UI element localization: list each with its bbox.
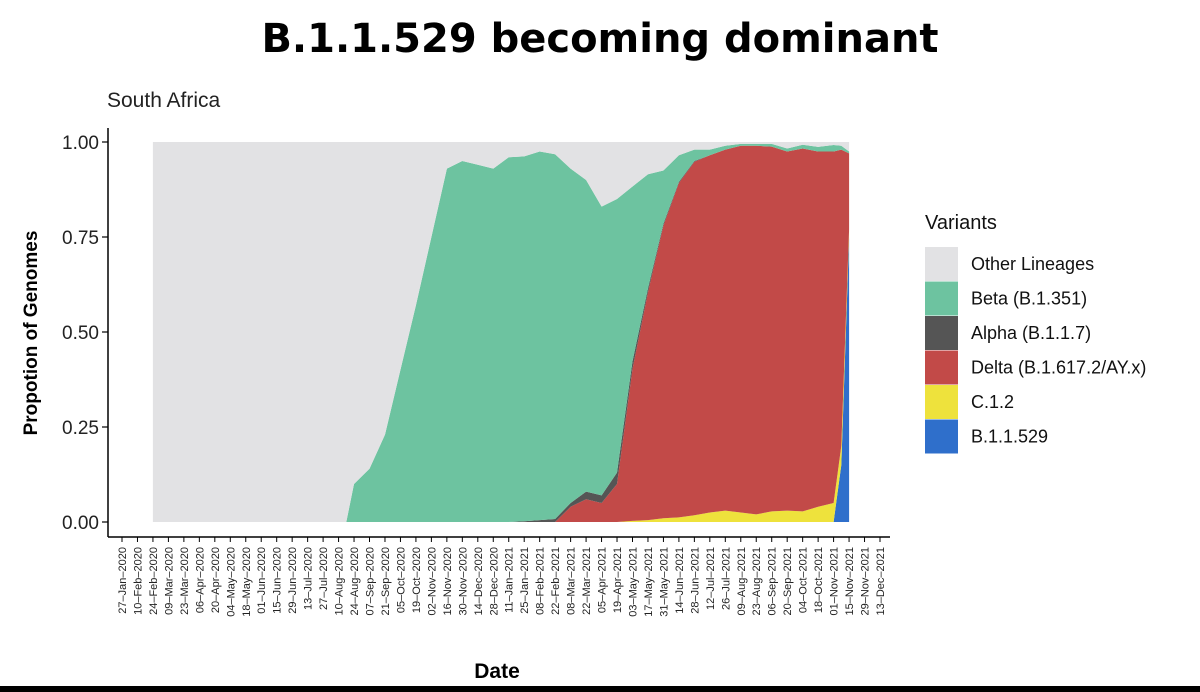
x-tick-label: 13–Jul–2020 — [303, 547, 315, 610]
area-beta-b-1-351 — [152, 143, 850, 522]
x-tick-label: 27–Jul–2020 — [318, 547, 330, 610]
area-layers — [152, 142, 850, 523]
legend-swatch-alpha-b-1-1-7 — [925, 316, 958, 350]
x-tick-label: 28–Dec–2020 — [488, 547, 500, 616]
x-tick-label: 29–Nov–2021 — [860, 547, 872, 616]
y-tick-label: 0.00 — [62, 513, 99, 534]
x-tick-label: 20–Sep–2021 — [782, 547, 794, 616]
x-tick-label: 27–Jan–2020 — [117, 547, 129, 614]
x-tick-label: 10–Feb–2020 — [133, 547, 145, 615]
x-tick-label: 11–Jan–2021 — [504, 547, 516, 613]
legend-label-delta-b-1-617-2-ay-x: Delta (B.1.617.2/AY.x) — [971, 358, 1146, 378]
x-tick-label: 01–Nov–2021 — [829, 547, 841, 616]
x-tick-label: 04–Oct–2021 — [798, 547, 810, 613]
x-tick-label: 22–Feb–2021 — [550, 547, 562, 615]
x-tick-label: 15–Nov–2021 — [844, 547, 856, 616]
x-tick-label: 07–Sep–2020 — [365, 547, 377, 616]
x-tick-label: 21–Sep–2020 — [380, 547, 392, 616]
x-tick-label: 15–Jun–2020 — [272, 547, 284, 614]
legend-label-alpha-b-1-1-7: Alpha (B.1.1.7) — [971, 323, 1091, 343]
bottom-rule — [0, 686, 1200, 692]
x-tick-label: 13–Dec–2021 — [875, 547, 887, 616]
x-tick-label: 16–Nov–2020 — [442, 547, 454, 616]
chart-subtitle: South Africa — [107, 89, 221, 112]
legend-title: Variants — [925, 212, 997, 234]
x-tick-label: 29–Jun–2020 — [287, 547, 299, 614]
legend-swatch-beta-b-1-351 — [925, 281, 958, 316]
x-tick-label: 14–Dec–2020 — [473, 547, 485, 616]
x-tick-label: 02–Nov–2020 — [426, 547, 438, 616]
x-tick-label: 31–May–2021 — [658, 547, 670, 617]
x-tick-label: 25–Jan–2021 — [519, 547, 531, 614]
y-axis-ticks: 0.00 0.25 0.50 0.75 1.00 — [62, 133, 108, 534]
x-tick-label: 24–Aug–2020 — [349, 547, 361, 616]
legend: Variants Other Lineages Beta (B.1.351) Alp… — [925, 212, 1146, 454]
x-axis-ticks: 27–Jan–2020 10–Feb–2020 24–Feb–2020 09–Mar–… — [117, 537, 887, 617]
area-other-lineages — [152, 142, 850, 522]
x-tick-label: 09–Mar–2020 — [163, 547, 175, 615]
x-tick-label: 30–Nov–2020 — [457, 547, 469, 616]
x-tick-label: 08–Mar–2021 — [566, 547, 578, 615]
x-tick-label: 04–May–2020 — [225, 547, 237, 617]
legend-swatch-other-lineages — [925, 247, 958, 281]
x-tick-label: 05–Oct–2020 — [395, 547, 407, 613]
x-tick-label: 23–Aug–2021 — [751, 547, 763, 616]
y-tick-label: 1.00 — [62, 133, 99, 154]
legend-swatch-b-1-1-529 — [925, 419, 958, 454]
y-tick-label: 0.50 — [62, 323, 99, 344]
legend-label-other-lineages: Other Lineages — [971, 254, 1094, 274]
x-tick-label: 19–Oct–2020 — [411, 547, 423, 613]
x-tick-label: 05–Apr–2021 — [597, 547, 609, 613]
x-tick-label: 09–Aug–2021 — [736, 547, 748, 616]
slide-title: B.1.1.529 becoming dominant — [261, 16, 939, 62]
x-tick-label: 12–Jul–2021 — [705, 547, 717, 610]
legend-label-b-1-1-529: B.1.1.529 — [971, 427, 1048, 447]
x-tick-label: 18–Oct–2021 — [813, 547, 825, 613]
legend-label-beta-b-1-351: Beta (B.1.351) — [971, 289, 1087, 309]
x-tick-label: 22–Mar–2021 — [581, 547, 593, 615]
legend-swatch-c-1-2 — [925, 385, 958, 419]
legend-label-c-1-2: C.1.2 — [971, 392, 1014, 412]
x-axis-label: Date — [474, 660, 520, 683]
y-axis-label: Propotion of Genomes — [21, 231, 42, 436]
x-tick-label: 20–Apr–2020 — [210, 547, 222, 613]
x-tick-label: 01–Jun–2020 — [256, 547, 268, 614]
x-tick-label: 28–Jun–2021 — [689, 547, 701, 614]
x-tick-label: 24–Feb–2020 — [148, 547, 160, 615]
x-tick-label: 03–May–2021 — [628, 547, 640, 617]
x-tick-label: 08–Feb–2021 — [535, 547, 547, 615]
y-tick-label: 0.25 — [62, 418, 99, 439]
x-tick-label: 17–May–2021 — [643, 547, 655, 617]
x-tick-label: 14–Jun–2021 — [674, 547, 686, 614]
x-tick-label: 06–Apr–2020 — [194, 547, 206, 613]
x-tick-label: 26–Jul–2021 — [720, 547, 732, 610]
x-tick-label: 18–May–2020 — [241, 547, 253, 617]
x-tick-label: 19–Apr–2021 — [612, 547, 624, 613]
area-delta-b-1-617-2-ay-x — [152, 145, 850, 523]
legend-swatch-delta-b-1-617-2-ay-x — [925, 350, 958, 385]
x-tick-label: 23–Mar–2020 — [179, 547, 191, 615]
x-tick-label: 06–Sep–2021 — [767, 547, 779, 616]
y-tick-label: 0.75 — [62, 228, 99, 249]
x-tick-label: 10–Aug–2020 — [334, 547, 346, 616]
